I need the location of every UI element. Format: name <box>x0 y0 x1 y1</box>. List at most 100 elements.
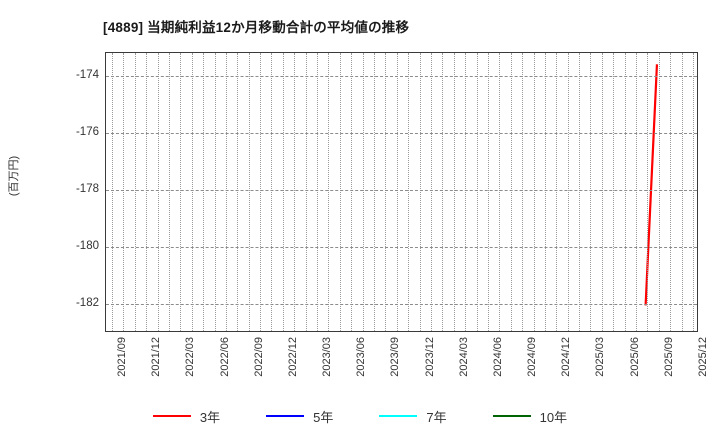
vertical-gridline <box>168 53 170 331</box>
vertical-gridline <box>624 53 626 331</box>
legend-item-7年[interactable]: 7年 <box>379 407 447 426</box>
vertical-gridline <box>419 53 421 331</box>
x-axis-tick-label: 2025/09 <box>662 337 675 377</box>
vertical-gridline <box>362 53 364 331</box>
x-axis-tick-label: 2022/06 <box>218 337 231 377</box>
series-layer <box>106 53 697 331</box>
vertical-gridline <box>294 53 296 331</box>
x-axis-tick-label: 2024/12 <box>560 337 573 377</box>
y-axis-tick-label: -178 <box>75 183 99 196</box>
legend-label: 10年 <box>539 409 568 425</box>
horizontal-gridline <box>106 247 697 249</box>
x-axis-tick-label: 2022/12 <box>286 337 299 377</box>
plot-area <box>105 52 698 332</box>
y-axis-tick-labels: -174 -176 -178 -180 -182 <box>33 52 99 332</box>
y-axis-tick-label: -180 <box>75 240 99 253</box>
x-axis-tick-label: 2023/06 <box>355 337 368 377</box>
legend-color-swatch <box>266 415 305 417</box>
vertical-gridline <box>544 53 546 331</box>
x-axis-tick-label: 2025/03 <box>594 337 607 377</box>
vertical-gridline <box>237 53 239 331</box>
vertical-gridline <box>590 53 592 331</box>
vertical-gridline <box>601 53 603 331</box>
y-axis-tick-label: -182 <box>75 297 99 310</box>
vertical-gridline <box>271 53 273 331</box>
horizontal-gridline <box>106 133 697 134</box>
x-axis-tick-label: 2022/09 <box>252 337 265 377</box>
vertical-gridline <box>157 53 159 331</box>
vertical-gridline <box>214 53 216 331</box>
vertical-gridline <box>522 53 524 331</box>
y-axis-tick-label: -176 <box>75 126 99 138</box>
vertical-gridline <box>134 53 136 331</box>
vertical-gridline <box>374 53 376 331</box>
vertical-gridline <box>282 53 284 331</box>
vertical-gridline <box>636 53 638 331</box>
legend-color-swatch <box>152 415 191 417</box>
vertical-gridline <box>191 53 193 331</box>
vertical-gridline <box>225 53 227 331</box>
chart-legend: 3年 5年 7年 10年 <box>0 404 720 428</box>
horizontal-gridline <box>106 304 697 306</box>
vertical-gridline <box>658 53 660 331</box>
vertical-gridline <box>430 53 432 331</box>
vertical-gridline <box>510 53 512 331</box>
x-axis-tick-label: 2025/06 <box>628 337 641 377</box>
vertical-gridline <box>146 53 148 331</box>
legend-item-5年[interactable]: 5年 <box>266 407 333 426</box>
legend-color-swatch <box>379 415 418 417</box>
x-axis-tick-label: 2025/12 <box>697 337 709 377</box>
vertical-gridline <box>442 53 444 331</box>
vertical-gridline <box>260 53 262 331</box>
vertical-gridline <box>328 53 330 331</box>
horizontal-gridline <box>106 190 697 192</box>
legend-item-3年[interactable]: 3年 <box>152 407 221 426</box>
vertical-gridline <box>476 53 478 331</box>
y-axis-tick-label: -174 <box>75 68 99 81</box>
x-axis-tick-label: 2022/03 <box>184 337 197 377</box>
x-axis-tick-label: 2023/09 <box>389 337 402 377</box>
x-axis-tick-label: 2024/09 <box>526 337 539 377</box>
legend-item-10年[interactable]: 10年 <box>492 407 568 426</box>
vertical-gridline <box>567 53 569 331</box>
vertical-gridline <box>385 53 387 331</box>
x-axis-tick-label: 2023/12 <box>423 337 436 377</box>
vertical-gridline <box>579 53 581 331</box>
chart-title: [4889] 当期純利益12か月移動合計の平均値の推移 <box>103 20 410 35</box>
vertical-gridline <box>180 53 182 331</box>
y-axis-label: (百万円) <box>8 155 20 197</box>
vertical-gridline <box>123 53 125 331</box>
vertical-gridline <box>499 53 501 331</box>
vertical-gridline <box>465 53 467 331</box>
legend-color-swatch <box>492 415 531 417</box>
x-axis-tick-labels: 2021/09 2021/12 2022/03 2022/06 2022/09 2022/… <box>105 337 709 397</box>
x-axis-tick-label: 2021/09 <box>116 337 128 377</box>
vertical-gridline <box>647 53 649 331</box>
vertical-gridline <box>408 53 410 331</box>
legend-label: 3年 <box>199 409 221 425</box>
vertical-gridline <box>533 53 535 331</box>
x-axis-tick-label: 2024/03 <box>457 337 470 377</box>
vertical-gridline <box>681 53 683 331</box>
horizontal-gridline <box>106 75 697 77</box>
vertical-gridline <box>248 53 250 331</box>
vertical-gridline <box>339 53 341 331</box>
vertical-gridline <box>693 53 694 331</box>
vertical-gridline <box>670 53 672 331</box>
vertical-gridline <box>396 53 398 331</box>
x-axis-tick-label: 2024/06 <box>491 337 504 377</box>
legend-label: 7年 <box>426 409 447 425</box>
vertical-gridline <box>203 53 205 331</box>
x-axis-tick-label: 2021/12 <box>150 337 163 377</box>
vertical-gridline <box>556 53 558 331</box>
vertical-gridline <box>453 53 455 331</box>
vertical-gridline <box>487 53 489 331</box>
x-axis-tick-label: 2023/03 <box>321 337 334 377</box>
vertical-gridline <box>305 53 307 331</box>
vertical-gridline <box>351 53 353 331</box>
vertical-gridline <box>317 53 319 331</box>
vertical-gridline <box>613 53 615 331</box>
legend-label: 5年 <box>313 409 334 425</box>
vertical-gridline <box>112 53 113 331</box>
